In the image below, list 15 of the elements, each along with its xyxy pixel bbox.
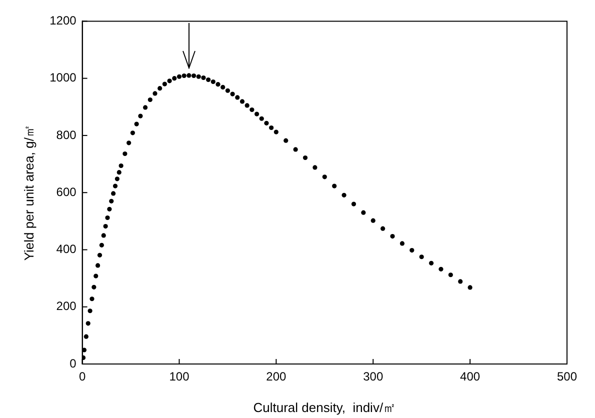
x-tick-label: 300 xyxy=(363,370,384,384)
x-tick-label: 100 xyxy=(169,370,190,384)
y-tick-label: 800 xyxy=(56,128,77,142)
y-tick-label: 0 xyxy=(70,356,77,370)
y-tick-label: 600 xyxy=(56,184,77,199)
y-tick-label: 1200 xyxy=(50,14,77,28)
y-tick-label: 1000 xyxy=(50,70,77,85)
x-tick-label: 400 xyxy=(460,370,480,384)
x-tick-label: 0 xyxy=(78,370,86,384)
y-tick-label: 400 xyxy=(56,242,77,256)
x-tick-label: 200 xyxy=(266,370,287,384)
y-axis-title: Yield per unit area, g/㎡ xyxy=(21,124,36,261)
y-tick-label: 200 xyxy=(56,299,77,314)
x-axis-title: Cultural density, indiv/㎡ xyxy=(253,400,396,415)
x-tick-label: 500 xyxy=(556,370,578,384)
